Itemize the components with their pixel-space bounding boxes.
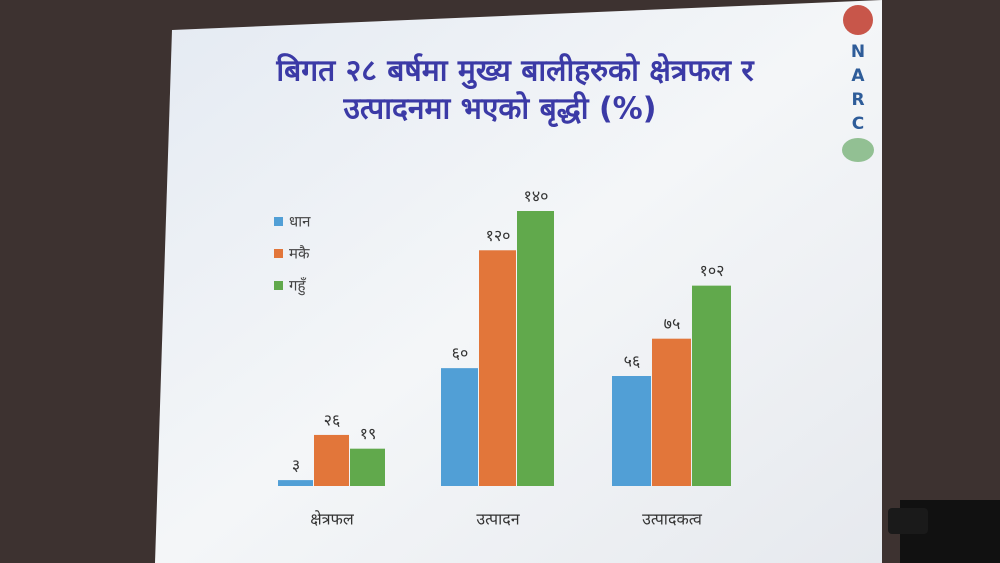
legend-label: धान xyxy=(289,213,311,231)
data-label: १०२ xyxy=(700,261,725,280)
data-label: ५६ xyxy=(624,352,641,371)
legend-label: गहुँ xyxy=(289,277,307,296)
logo xyxy=(842,5,874,162)
bar xyxy=(612,376,651,486)
data-label: १९ xyxy=(360,424,377,443)
data-label: ७५ xyxy=(664,314,681,333)
x-tick-label: उत्पादन xyxy=(476,510,520,529)
logo-letter: R xyxy=(851,90,864,110)
data-label: ३ xyxy=(292,456,300,475)
bar xyxy=(441,368,478,486)
bar xyxy=(517,211,554,486)
camera xyxy=(888,500,1000,563)
x-tick-label: उत्पादकत्व xyxy=(642,510,703,529)
logo-badge xyxy=(842,138,874,162)
legend-swatch xyxy=(274,249,283,258)
data-label: ६० xyxy=(452,344,469,363)
legend-swatch xyxy=(274,217,283,226)
bar xyxy=(479,250,516,486)
chart-title: उत्पादनमा भएको बृद्धी (%) xyxy=(343,91,657,128)
data-label: १२० xyxy=(486,226,511,245)
bar xyxy=(652,338,691,486)
logo-letter: C xyxy=(852,114,864,134)
bar xyxy=(314,434,349,486)
bar xyxy=(350,448,385,486)
bar xyxy=(278,480,313,486)
legend-label: मकै xyxy=(289,245,310,263)
data-label: १४० xyxy=(524,187,549,206)
logo-letter: A xyxy=(851,66,865,86)
chart-title: बिगत २८ बर्षमा मुख्य बालीहरुको क्षेत्रफल… xyxy=(275,53,755,90)
x-tick-label: क्षेत्रफल xyxy=(310,510,355,529)
legend-swatch xyxy=(274,281,283,290)
logo-emblem xyxy=(843,5,873,35)
data-label: २६ xyxy=(324,410,341,429)
bar xyxy=(692,285,731,486)
logo-letter: N xyxy=(851,42,865,62)
camera-lens xyxy=(888,508,928,534)
